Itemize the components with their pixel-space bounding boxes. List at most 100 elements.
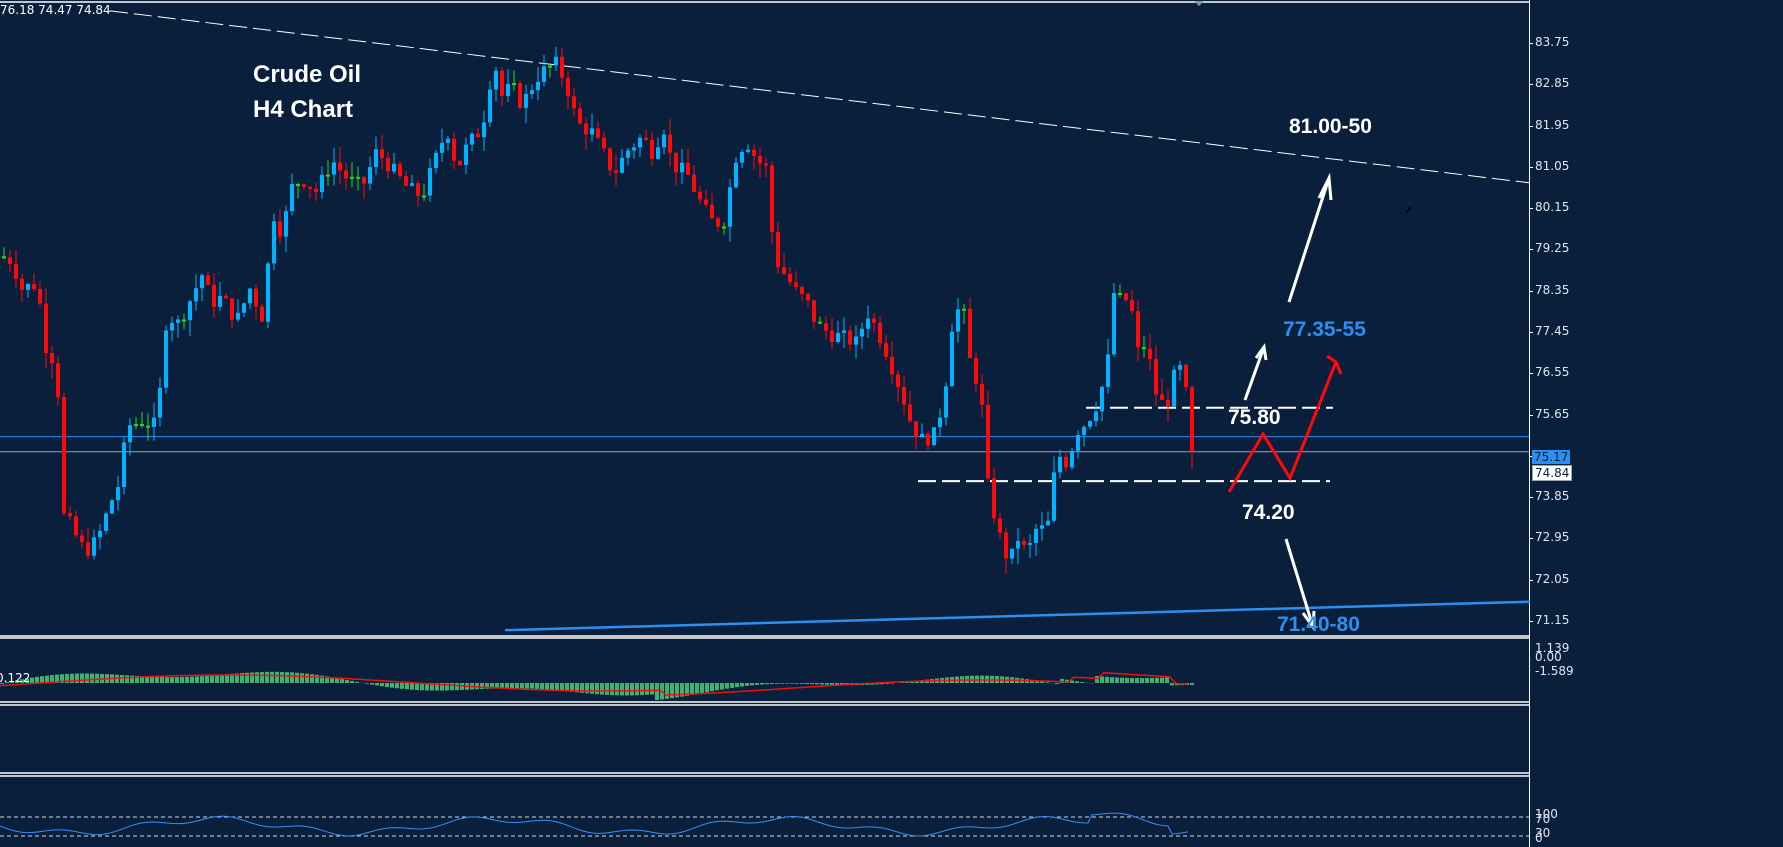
macd-histogram-bar xyxy=(530,683,534,689)
axis-tick-label: 71.15 xyxy=(1535,613,1570,627)
macd-histogram-bar xyxy=(1160,677,1164,683)
axis-tick-mark xyxy=(1529,621,1533,622)
ask-price-tag: 74.84 xyxy=(1532,465,1573,481)
macd-histogram-bar xyxy=(120,674,124,683)
macd-histogram-bar xyxy=(445,683,449,691)
candle-body xyxy=(884,343,888,357)
white-down-arrowhead-icon xyxy=(1301,610,1316,632)
axis-tick-mark xyxy=(1529,43,1533,44)
candle-body xyxy=(344,170,348,179)
macd-histogram-bar xyxy=(810,683,814,685)
candle-body xyxy=(266,263,270,322)
candle-body xyxy=(26,284,30,290)
macd-histogram-bar xyxy=(745,683,749,686)
axis-tick-mark xyxy=(1529,208,1533,210)
macd-histogram-bar xyxy=(1095,675,1099,683)
macd-histogram-bar xyxy=(695,683,699,694)
candle-body xyxy=(284,211,288,237)
macd-histogram-bar xyxy=(240,673,244,683)
candle-body xyxy=(716,218,720,227)
axis-tick-mark xyxy=(1529,290,1533,292)
macd-histogram-bar xyxy=(535,683,539,689)
macd-histogram-bar xyxy=(130,675,134,683)
macd-histogram-bar xyxy=(260,672,264,683)
macd-histogram-bar xyxy=(1100,676,1104,683)
candle-body xyxy=(320,174,324,193)
candle-body xyxy=(656,147,660,159)
candle-body xyxy=(1112,292,1116,355)
macd-histogram-bar xyxy=(70,673,74,683)
macd-histogram-bar xyxy=(700,683,704,694)
candle-body xyxy=(746,149,750,152)
axis-tick-mark xyxy=(1529,414,1533,416)
candle-body xyxy=(842,330,846,333)
macd-histogram-bar xyxy=(165,677,169,683)
candle-body xyxy=(920,433,924,438)
macd-histogram-bar xyxy=(340,679,344,683)
macd-histogram-bar xyxy=(300,673,304,683)
candle-body xyxy=(692,174,696,192)
candle-body xyxy=(818,321,822,324)
macd-histogram-bar xyxy=(295,672,299,683)
candle-body xyxy=(350,176,354,179)
axis-tick-label: 83.75 xyxy=(1535,35,1570,49)
macd-histogram-bar xyxy=(200,676,204,683)
candle-body xyxy=(194,288,198,302)
macd-histogram-bar xyxy=(450,683,454,691)
macd-histogram-bar xyxy=(905,681,909,683)
macd-histogram-bar xyxy=(485,683,489,689)
axis-tick-label: 72.95 xyxy=(1535,530,1570,545)
candle-body xyxy=(992,478,996,519)
candle-body xyxy=(368,167,372,184)
candle-body xyxy=(68,513,72,517)
candle-body xyxy=(488,89,492,123)
macd-histogram-bar xyxy=(750,683,754,686)
macd-histogram-bar xyxy=(715,683,719,691)
macd-histogram-bar xyxy=(1120,677,1124,683)
candle-body xyxy=(380,149,384,158)
bid-price-tag: 75.17 xyxy=(1532,450,1571,464)
macd-histogram-bar xyxy=(595,683,599,695)
candle-body xyxy=(728,187,732,227)
rsi-axis-label: 70 xyxy=(1535,812,1551,826)
macd-histogram-bar xyxy=(640,683,644,696)
candle-body xyxy=(860,328,864,337)
candle-body xyxy=(998,518,1002,533)
candle-body xyxy=(1022,540,1026,545)
macd-histogram-bar xyxy=(135,675,139,683)
candle-body xyxy=(1016,540,1020,549)
candle-body xyxy=(1172,369,1176,407)
macd-histogram-bar xyxy=(50,675,54,683)
candle-body xyxy=(872,318,876,323)
axis-tick-label: 82.85 xyxy=(1535,76,1570,91)
candle-body xyxy=(386,157,390,172)
axis-tick-label: 81.95 xyxy=(1535,117,1570,132)
macd-histogram-bar xyxy=(655,683,659,700)
candle-body xyxy=(206,275,210,285)
candle-body xyxy=(188,301,192,321)
macd-histogram-bar xyxy=(150,676,154,683)
macd-histogram-bar xyxy=(725,683,729,689)
macd-histogram-bar xyxy=(685,683,689,696)
white-up-arrow-long xyxy=(1287,177,1331,303)
axis-tick-label: 79.25 xyxy=(1535,241,1570,256)
candle-body xyxy=(830,330,834,343)
candle-body xyxy=(986,404,990,479)
macd-histogram-bar xyxy=(1170,683,1174,686)
red-scenario-path xyxy=(1227,361,1338,493)
macd-histogram-bar xyxy=(705,683,709,693)
candle-body xyxy=(416,183,420,197)
macd-histogram-bar xyxy=(220,674,224,683)
candle-body xyxy=(104,513,108,531)
macd-histogram-bar xyxy=(805,683,809,684)
candle-body xyxy=(260,306,264,322)
candle-body xyxy=(1166,399,1170,407)
candle-body xyxy=(812,300,816,322)
macd-histogram-bar xyxy=(585,683,589,694)
candle-body xyxy=(902,386,906,405)
candle-body xyxy=(560,56,564,78)
candle-body xyxy=(836,332,840,343)
candle-body xyxy=(602,137,606,149)
macd-histogram-bar xyxy=(490,683,494,689)
